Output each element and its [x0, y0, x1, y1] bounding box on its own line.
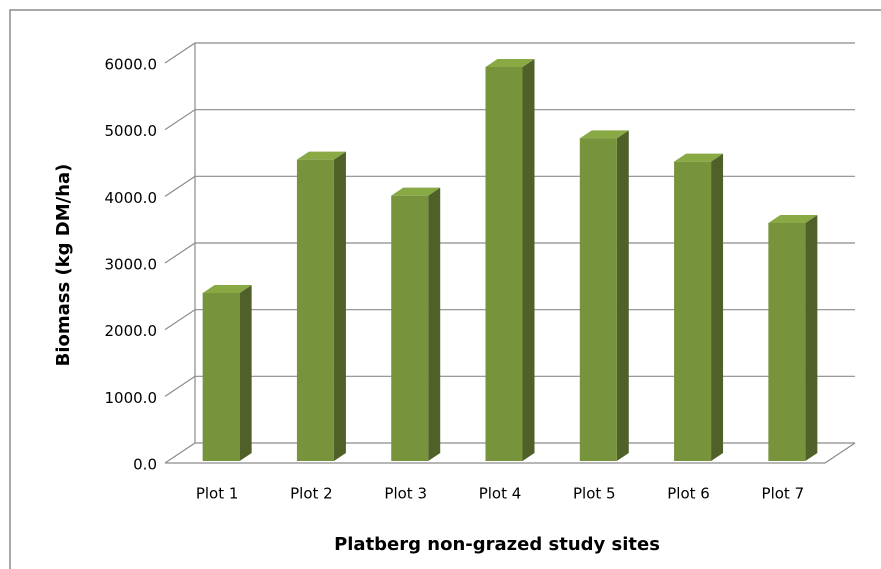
bar-side [333, 151, 346, 461]
y-tick-label: 2000.0 [105, 322, 158, 340]
grid-line [164, 109, 855, 131]
floor-edge [165, 442, 856, 464]
grid-line [164, 442, 855, 464]
y-axis-title: Biomass (kg DM/ha) [53, 164, 74, 367]
x-tick-label: Plot 5 [573, 485, 616, 503]
bar-top [674, 153, 724, 162]
bar [391, 195, 429, 461]
bar [579, 138, 617, 462]
grid-line [164, 242, 855, 264]
bar-top [768, 215, 818, 223]
bar [485, 67, 523, 461]
bar-top [202, 285, 252, 293]
bar-side [522, 59, 535, 461]
y-tick-label: 5000.0 [105, 122, 158, 140]
bar [296, 159, 334, 461]
y-tick-label: 3000.0 [105, 256, 158, 274]
bar-side [616, 130, 629, 462]
bar-top [485, 59, 535, 67]
bar [202, 293, 240, 461]
x-tick-label: Plot 4 [479, 485, 522, 503]
bar [768, 223, 806, 461]
bar-side [711, 153, 724, 461]
bar-side [428, 187, 441, 461]
bar-top [296, 151, 346, 160]
y-tick-label: 1000.0 [105, 389, 158, 407]
bar-top [391, 187, 441, 196]
grid-line [164, 175, 855, 197]
bar-top [579, 130, 629, 139]
x-tick-label: Plot 7 [762, 485, 805, 503]
grid-line [164, 309, 855, 331]
y-tick-label: 4000.0 [105, 189, 158, 207]
chart-frame [9, 9, 881, 569]
bar [674, 161, 712, 461]
y-tick-label: 0.0 [133, 456, 157, 474]
y-tick-label: 6000.0 [105, 56, 158, 74]
x-tick-label: Plot 6 [667, 485, 710, 503]
grid-line [164, 375, 855, 397]
x-axis-title: Platberg non-grazed study sites [334, 534, 660, 555]
grid-line [164, 42, 855, 64]
x-tick-label: Plot 2 [290, 485, 333, 503]
bar-side [239, 285, 252, 461]
x-tick-label: Plot 3 [384, 485, 427, 503]
x-tick-label: Plot 1 [196, 485, 239, 503]
bar-side [805, 215, 818, 461]
